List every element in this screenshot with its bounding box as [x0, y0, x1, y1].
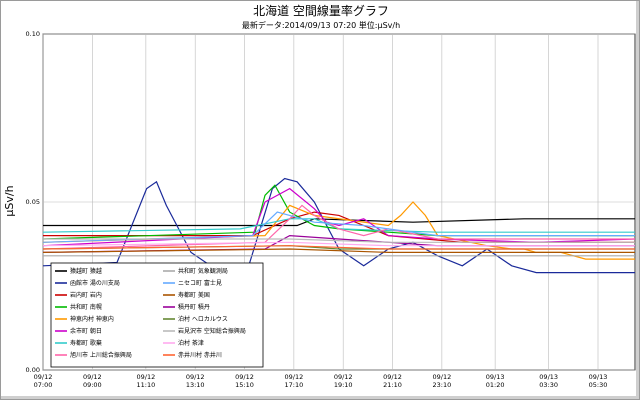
legend-label: ニセコ町 富士見	[178, 279, 222, 287]
x-tick-time: 17:10	[284, 381, 303, 389]
y-tick-label: 0.00	[26, 366, 40, 374]
x-tick-date: 09/12	[186, 373, 205, 381]
x-tick-date: 09/12	[284, 373, 303, 381]
legend-label: 共和町 気象観測局	[178, 267, 228, 275]
y-tick-label: 0.10	[26, 30, 40, 38]
chart-subtitle: 最新データ:2014/09/13 07:20 単位:μSv/h	[242, 20, 400, 30]
x-tick-date: 09/12	[383, 373, 402, 381]
x-tick-time: 15:10	[235, 381, 254, 389]
x-tick-date: 09/12	[34, 373, 53, 381]
series-line	[42, 218, 635, 233]
x-tick-time: 03:30	[539, 381, 558, 389]
legend-label: 岩見沢市 空知総合振興局	[178, 327, 246, 335]
series-line	[42, 248, 635, 253]
legend-label: 積丹町 積丹	[178, 303, 210, 311]
legend-label: 寿都町 美国	[178, 291, 210, 299]
legend-label: 猿越町 猿越	[70, 267, 102, 275]
x-tick-time: 13:10	[186, 381, 205, 389]
legend-box	[50, 262, 264, 368]
legend-label: 共和町 南幌	[70, 303, 102, 311]
x-tick-time: 05:30	[589, 381, 608, 389]
x-tick-time: 19:10	[334, 381, 353, 389]
legend-label: 神恵内村 神恵内	[70, 315, 114, 323]
series-line	[43, 238, 635, 243]
y-tick-label: 0.05	[26, 198, 40, 206]
x-axis-ticks: 09/1207:0009/1209:0009/1211:1009/1213:10…	[34, 373, 608, 389]
x-tick-time: 09:00	[83, 381, 102, 389]
y-axis-ticks: 0.00 0.05 0.10	[26, 30, 40, 374]
series-line	[42, 241, 635, 247]
legend-label: 函館市 湯の川支局	[70, 279, 120, 287]
legend-label: 泊村 茶津	[178, 339, 204, 347]
series-layer	[42, 177, 636, 274]
x-tick-date: 09/12	[334, 373, 353, 381]
x-tick-date: 09/13	[589, 373, 608, 381]
series-line	[42, 245, 635, 250]
series-line	[42, 211, 635, 243]
legend-label: 岩内町 岩内	[70, 291, 102, 299]
x-tick-date: 09/12	[235, 373, 254, 381]
legend-label: 余市町 朝日	[70, 327, 102, 335]
y-axis-label: μSv/h	[3, 185, 16, 216]
legend-label: 赤井川村 赤井川	[178, 351, 222, 359]
x-tick-time: 07:00	[34, 381, 53, 389]
x-tick-date: 09/12	[432, 373, 451, 381]
chart-title: 北海道 空間線量率グラフ	[253, 3, 389, 18]
legend-label: 旭川市 上川総合振興局	[70, 351, 132, 359]
legend-label: 寿都町 歌棄	[70, 339, 102, 347]
legend-label: 泊村 ヘロカルウス	[178, 315, 228, 323]
series-line	[42, 204, 635, 250]
x-tick-time: 21:10	[383, 381, 402, 389]
x-tick-date: 09/13	[486, 373, 505, 381]
x-tick-time: 01:20	[486, 381, 505, 389]
x-tick-time: 23:10	[432, 381, 451, 389]
x-tick-date: 09/13	[539, 373, 558, 381]
x-tick-time: 11:10	[136, 381, 155, 389]
x-tick-date: 09/12	[83, 373, 102, 381]
x-tick-date: 09/12	[136, 373, 155, 381]
